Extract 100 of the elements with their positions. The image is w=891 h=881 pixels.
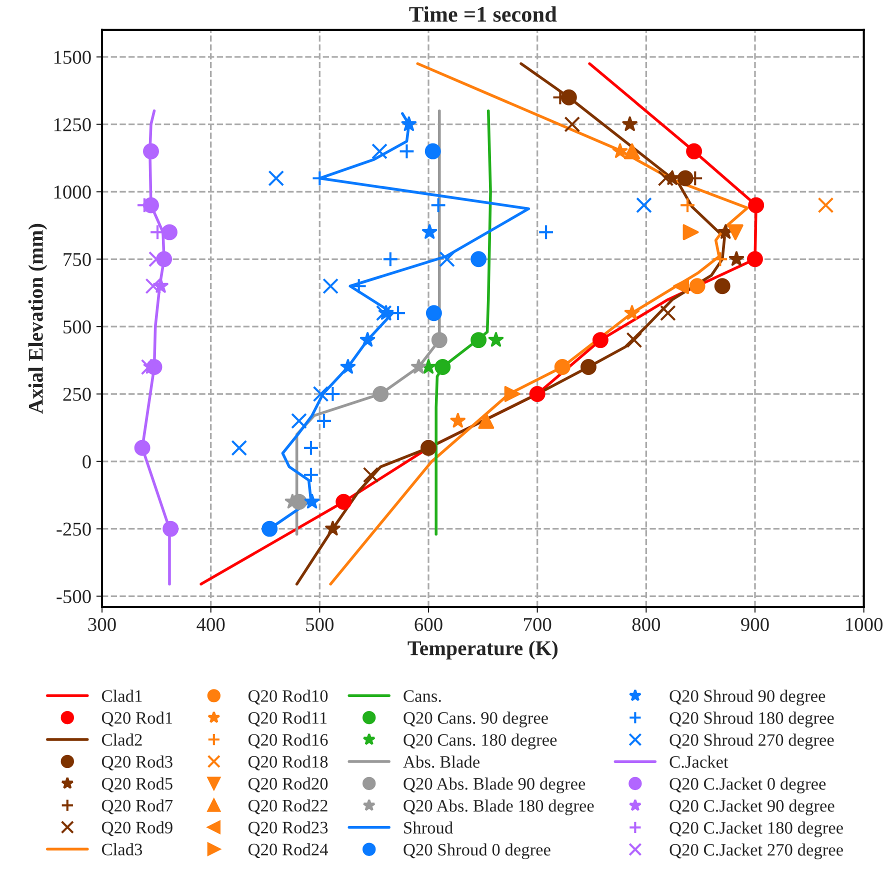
y-tick-label: 500 — [64, 320, 91, 334]
x-tick-label: 700 — [524, 618, 552, 632]
y-tick-label: 750 — [64, 252, 91, 266]
legend-label: Q20 C.Jacket 0 degree — [670, 778, 826, 794]
point — [748, 197, 764, 214]
point — [336, 494, 352, 510]
legend-label: Clad2 — [102, 734, 142, 746]
chart-title: Time =1 second — [409, 6, 557, 22]
legend-label: Q20 Rod23 — [248, 821, 328, 836]
point — [564, 116, 580, 132]
point — [291, 412, 307, 429]
legend-label: Clad1 — [102, 690, 142, 702]
point — [434, 359, 451, 376]
legend-label: Q20 Cans. 90 degree — [404, 712, 548, 728]
legend-label: Q20 Shroud 270 degree — [670, 734, 834, 750]
point — [398, 143, 415, 160]
legend-label: Q20 C.Jacket 180 degree — [670, 822, 843, 838]
point — [431, 332, 448, 348]
y-tick-label: 250 — [63, 388, 91, 401]
point — [818, 197, 834, 214]
point — [680, 197, 696, 214]
y-axis-title: Axial Elevation (mm) — [28, 224, 48, 414]
point — [324, 386, 341, 402]
point — [302, 440, 319, 456]
point — [162, 224, 178, 240]
point — [360, 332, 376, 347]
legend-label: Q20 Rod20 — [248, 777, 328, 792]
legend-label: Q20 Rod24 — [248, 843, 328, 858]
point — [145, 278, 162, 294]
legend-label: Q20 Rod9 — [102, 821, 172, 836]
point — [624, 143, 640, 160]
point — [411, 359, 426, 374]
point — [728, 251, 744, 266]
y-tick-label: -500 — [56, 590, 91, 604]
point — [304, 494, 320, 509]
legend-label: C.Jacket — [670, 756, 728, 768]
point — [340, 359, 356, 374]
point — [401, 116, 417, 131]
legend-label: Q20 Rod11 — [248, 712, 327, 726]
point — [372, 386, 389, 402]
point — [478, 412, 494, 429]
point — [422, 224, 438, 239]
point — [554, 359, 570, 376]
point — [302, 466, 319, 483]
point — [612, 143, 628, 158]
point — [677, 170, 694, 186]
legend-label: Clad3 — [102, 843, 142, 856]
point — [268, 170, 284, 186]
legend-label: Q20 C.Jacket 270 degree — [670, 843, 843, 860]
legend-label: Q20 Rod16 — [248, 734, 328, 748]
legend-label: Shroud — [404, 821, 453, 834]
point — [470, 332, 487, 348]
point — [312, 386, 329, 402]
x-tick-label: 400 — [196, 618, 225, 632]
point — [439, 251, 455, 268]
point — [426, 305, 442, 322]
x-tick-label: 900 — [741, 618, 769, 632]
point — [727, 224, 744, 240]
point — [682, 224, 699, 240]
point — [420, 440, 436, 456]
point — [686, 143, 702, 160]
y-tick-label: 1250 — [54, 118, 91, 132]
legend-label: Q20 Rod22 — [248, 799, 328, 814]
point — [231, 440, 248, 456]
x-tick-label: 500 — [306, 618, 334, 632]
point — [450, 412, 466, 428]
x-tick-label: 1000 — [846, 618, 883, 632]
legend-label: Q20 Shroud 180 degree — [670, 712, 834, 728]
legend-label: Q20 Cans. 180 degree — [404, 734, 557, 750]
y-tick-label: 0 — [82, 455, 91, 468]
legend-label: Q20 Abs. Blade 90 degree — [404, 778, 586, 794]
legend-label: Q20 Rod18 — [248, 755, 328, 770]
point — [504, 386, 520, 402]
point — [382, 251, 398, 268]
point — [470, 251, 487, 268]
point — [134, 440, 150, 456]
point — [689, 278, 706, 294]
legend-label: Q20 Rod10 — [248, 690, 328, 705]
point — [143, 143, 159, 160]
point — [322, 278, 339, 294]
point — [624, 305, 640, 320]
point — [430, 197, 446, 214]
x-tick-label: 600 — [414, 618, 442, 632]
point — [262, 520, 278, 537]
point — [747, 251, 763, 268]
point — [592, 332, 608, 348]
x-tick-label: 300 — [88, 618, 116, 632]
point — [626, 332, 642, 348]
point — [560, 89, 577, 106]
x-axis-title: Temperature (K) — [408, 640, 558, 660]
legend-label: Q20 Rod1 — [102, 712, 172, 726]
y-tick-label: 1500 — [54, 50, 91, 64]
x-tick-label: 800 — [632, 618, 660, 632]
point — [538, 224, 554, 240]
point — [325, 520, 340, 536]
point — [372, 143, 388, 160]
legend-label: Cans. — [404, 690, 441, 702]
legend-label: Q20 Shroud 0 degree — [404, 843, 550, 860]
point — [673, 278, 689, 294]
point — [660, 305, 676, 322]
